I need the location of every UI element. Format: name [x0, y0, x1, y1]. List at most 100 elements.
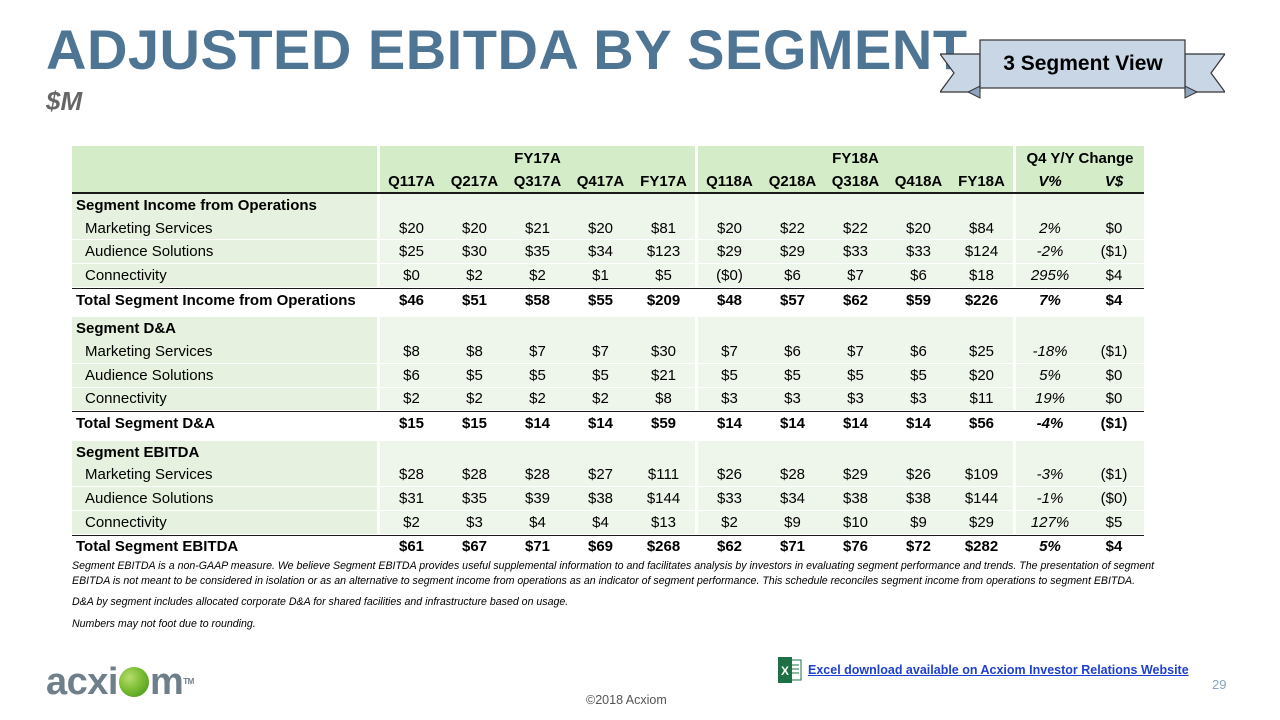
globe-icon	[118, 667, 149, 697]
footnote-rounding: Numbers may not foot due to rounding.	[72, 617, 256, 630]
gap	[1013, 240, 1016, 265]
change-percent: 127%	[1016, 510, 1084, 535]
value-cell: $59	[887, 287, 950, 312]
row-label: Audience Solutions	[72, 240, 377, 265]
change-percent: -18%	[1016, 340, 1084, 364]
value-cell: $39	[506, 487, 569, 511]
gap	[1013, 534, 1016, 559]
header-row-columns: Q117A Q217A Q317A Q417A FY17A Q118A Q218A Q318A…	[72, 170, 1144, 194]
change-percent: -4%	[1016, 411, 1084, 435]
value-cell: $56	[950, 411, 1013, 435]
gap	[377, 287, 380, 312]
value-cell: $5	[761, 363, 824, 388]
table-row: Connectivity $2 $3 $4 $4 $13 $2 $9 $10 $9 $29 127% $…	[72, 510, 1144, 535]
row-label: Total Segment EBITDA	[72, 534, 377, 559]
row-label: Total Segment D&A	[72, 411, 377, 435]
row-label: Audience Solutions	[72, 487, 377, 511]
logo-text-start: acxi	[46, 661, 118, 703]
value-cell: $3	[698, 387, 761, 412]
row-label: Audience Solutions	[72, 363, 377, 388]
change-percent: -2%	[1016, 240, 1084, 265]
value-cell: $14	[569, 411, 632, 435]
gap	[695, 340, 698, 364]
value-cell: $0	[380, 264, 443, 288]
change-dollar: $5	[1084, 510, 1144, 535]
logo-trademark: TM	[183, 677, 194, 686]
gap	[377, 534, 380, 559]
empty-cell	[380, 317, 443, 341]
gap	[377, 264, 380, 288]
spacer-row	[72, 434, 1144, 441]
gap	[1013, 287, 1016, 312]
excel-download-link[interactable]: Excel download available on Acxiom Inves…	[808, 663, 1189, 677]
value-cell: $2	[443, 264, 506, 288]
empty-cell	[1016, 317, 1084, 341]
value-cell: $5	[887, 363, 950, 388]
value-cell: $30	[443, 240, 506, 265]
value-cell: $20	[443, 216, 506, 241]
page-title: ADJUSTED EBITDA BY SEGMENT	[46, 18, 968, 81]
value-cell: $34	[569, 240, 632, 265]
empty-cell	[824, 194, 887, 217]
value-cell: $8	[380, 340, 443, 364]
gap	[695, 463, 698, 488]
value-cell: $38	[824, 487, 887, 511]
empty-cell	[443, 317, 506, 341]
gap	[1013, 264, 1016, 288]
empty-cell	[506, 440, 569, 464]
empty-cell	[632, 194, 695, 217]
section-title: Segment EBITDA	[72, 440, 377, 464]
value-cell: $226	[950, 287, 1013, 312]
gap	[695, 146, 698, 170]
value-cell: $4	[506, 510, 569, 535]
change-percent: 295%	[1016, 264, 1084, 288]
value-cell: $35	[443, 487, 506, 511]
column-header: FY18A	[950, 170, 1013, 194]
value-cell: $14	[887, 411, 950, 435]
value-cell: $3	[443, 510, 506, 535]
value-cell: $7	[698, 340, 761, 364]
change-dollar: $4	[1084, 534, 1144, 559]
empty-cell	[887, 440, 950, 464]
gap	[1013, 510, 1016, 535]
svg-text:X: X	[781, 664, 789, 678]
row-label: Marketing Services	[72, 340, 377, 364]
empty-cell	[698, 440, 761, 464]
value-cell: $282	[950, 534, 1013, 559]
value-cell: $20	[380, 216, 443, 241]
page-number: 29	[1212, 677, 1227, 692]
spacer	[72, 434, 1144, 441]
gap	[377, 510, 380, 535]
value-cell: $62	[824, 287, 887, 312]
gap	[377, 340, 380, 364]
value-cell: $3	[887, 387, 950, 412]
empty-cell	[569, 440, 632, 464]
column-header: Q117A	[380, 170, 443, 194]
value-cell: $55	[569, 287, 632, 312]
section-title-row: Segment EBITDA	[72, 440, 1144, 464]
excel-icon: X	[778, 657, 802, 683]
header-change: Q4 Y/Y Change	[1016, 146, 1144, 170]
column-header: FY17A	[632, 170, 695, 194]
value-cell: $6	[761, 264, 824, 288]
value-cell: $1	[569, 264, 632, 288]
gap	[1013, 194, 1016, 217]
value-cell: $2	[380, 510, 443, 535]
value-cell: $71	[761, 534, 824, 559]
row-label: Marketing Services	[72, 216, 377, 241]
empty-cell	[698, 317, 761, 341]
value-cell: $46	[380, 287, 443, 312]
change-dollar: $0	[1084, 387, 1144, 412]
value-cell: $29	[698, 240, 761, 265]
value-cell: $33	[887, 240, 950, 265]
gap	[377, 146, 380, 170]
gap	[377, 317, 380, 341]
change-percent: 2%	[1016, 216, 1084, 241]
excel-download[interactable]: X Excel download available on Acxiom Inv…	[778, 657, 1189, 683]
gap	[695, 170, 698, 194]
row-label: Marketing Services	[72, 463, 377, 488]
value-cell: $2	[380, 387, 443, 412]
empty-cell	[698, 194, 761, 217]
value-cell: $48	[698, 287, 761, 312]
empty-cell	[443, 194, 506, 217]
